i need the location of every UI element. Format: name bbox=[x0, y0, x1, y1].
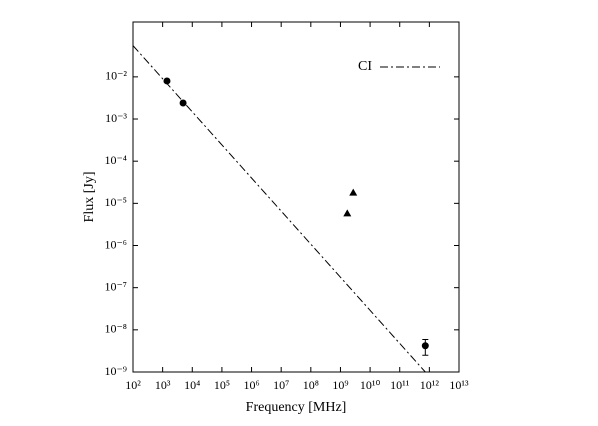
point bbox=[179, 99, 187, 107]
legend-label: CI bbox=[358, 59, 372, 74]
x-tick-label: 10⁸ bbox=[303, 378, 319, 392]
x-tick-label: 10⁶ bbox=[243, 378, 259, 392]
x-tick-label: 10⁴ bbox=[184, 378, 200, 392]
point bbox=[163, 77, 171, 85]
x-axis-label: Frequency [MHz] bbox=[246, 400, 347, 415]
y-tick-label: 10⁻⁶ bbox=[104, 237, 127, 251]
line bbox=[132, 45, 426, 373]
y-tick-label: 10⁻⁹ bbox=[104, 364, 127, 378]
x-tick-label: 10⁹ bbox=[332, 378, 348, 392]
x-tick-label: 10¹² bbox=[420, 378, 440, 392]
y-tick-label: 10⁻⁵ bbox=[104, 195, 127, 209]
x-tick-label: 10³ bbox=[155, 378, 171, 392]
x-tick-label: 10⁷ bbox=[273, 378, 289, 392]
plot-frame bbox=[132, 21, 460, 373]
point bbox=[421, 342, 429, 350]
x-tick-label: 10¹⁰ bbox=[360, 378, 381, 392]
y-tick-label: 10⁻² bbox=[105, 69, 127, 83]
x-tick-label: 10¹¹ bbox=[390, 378, 410, 392]
x-tick-label: 10⁵ bbox=[214, 378, 230, 392]
x-tick-label: 10¹³ bbox=[449, 378, 469, 392]
point bbox=[349, 188, 358, 196]
y-tick-label: 10⁻⁸ bbox=[104, 322, 127, 336]
y-tick-label: 10⁻⁷ bbox=[104, 279, 127, 293]
y-tick-label: 10⁻³ bbox=[105, 111, 127, 125]
y-tick-label: 10⁻⁴ bbox=[104, 153, 127, 167]
y-axis-label: Flux [Jy] bbox=[82, 172, 97, 223]
x-tick-label: 10² bbox=[125, 378, 141, 392]
point bbox=[343, 209, 352, 217]
